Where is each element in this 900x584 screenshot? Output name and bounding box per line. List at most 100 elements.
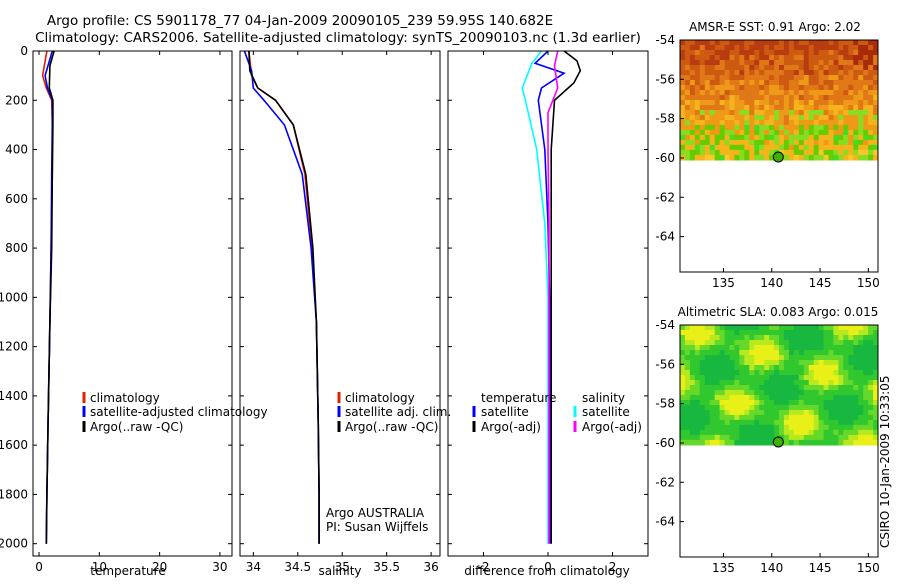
- sst_map-cell: [858, 110, 864, 116]
- sla_map-cell: [779, 424, 785, 431]
- sst_map-cell: [833, 70, 839, 76]
- sla_map-cell: [774, 340, 780, 346]
- sla_map-cell: [838, 330, 844, 336]
- sst_map-cell: [744, 85, 750, 91]
- sst_map-cell: [783, 65, 790, 71]
- sst_map-cell: [734, 60, 740, 66]
- temperature-axes-frame: [32, 50, 233, 557]
- sla_map-cell: [818, 429, 825, 436]
- sla_map-cell: [689, 385, 696, 391]
- sla_map-cell: [788, 360, 795, 366]
- sst_map-cell: [853, 144, 859, 151]
- sla_map-cell: [689, 410, 696, 416]
- sla_map-cell: [848, 350, 854, 356]
- sst_map-cell: [833, 115, 839, 121]
- sla_map-lat-label: -58: [655, 397, 675, 411]
- sla_map-cell: [848, 380, 854, 386]
- sst_map-cell: [709, 90, 716, 96]
- sst_map-cell: [858, 70, 864, 76]
- sla_map-cell: [853, 355, 859, 361]
- sla_map-cell: [759, 330, 765, 336]
- sst_map-cell: [774, 80, 780, 86]
- sla_map-cell: [739, 355, 745, 361]
- sla_map-cell: [714, 429, 721, 436]
- sla_map-cell: [798, 434, 805, 441]
- sla_map-cell: [680, 390, 686, 396]
- sla_map-cell: [828, 340, 834, 346]
- sla_map-cell: [873, 414, 878, 421]
- sst_map-cell: [684, 110, 691, 116]
- sla_map-cell: [873, 439, 878, 446]
- sst_map-cell: [783, 50, 790, 56]
- sst_map-cell: [833, 60, 839, 66]
- sst_map-cell: [724, 45, 731, 51]
- sst_map-cell: [803, 65, 810, 71]
- sla_map-cell: [680, 360, 686, 366]
- sla_map-cell: [754, 385, 760, 391]
- sst_map-cell: [719, 60, 726, 66]
- sla_map-cell: [704, 400, 711, 406]
- sst_map-cell: [764, 110, 770, 116]
- sla_map-cell: [853, 325, 859, 331]
- sst_map-cell: [873, 110, 878, 116]
- sla_map-cell: [818, 370, 825, 376]
- sla_map-cell: [754, 439, 760, 446]
- sla_map-cell: [714, 375, 721, 381]
- sla_map-cell: [868, 375, 874, 381]
- sst_map-cell: [724, 55, 731, 61]
- sla_map-cell: [759, 395, 765, 401]
- sla_map-cell: [709, 360, 716, 366]
- sst_map-cell: [858, 105, 864, 111]
- sla_map-cell: [724, 429, 731, 436]
- sst_map-cell: [769, 120, 775, 126]
- sst_map-cell: [833, 134, 839, 141]
- sla_map-cell: [828, 350, 834, 356]
- sla_map-cell: [873, 405, 878, 411]
- sst_map-cell: [808, 75, 815, 81]
- sla_map-cell: [769, 345, 775, 351]
- sst_map-cell: [779, 70, 785, 76]
- sla_map-cell: [858, 335, 864, 341]
- sst_map-cell: [793, 115, 800, 121]
- sla_map-cell: [699, 380, 706, 386]
- sst_map-cell: [774, 110, 780, 116]
- sst_map-cell: [709, 144, 716, 151]
- sst_map-cell: [699, 149, 706, 156]
- sla_map-cell: [764, 390, 770, 396]
- sst_map-cell: [813, 70, 820, 76]
- sla_map-cell: [724, 380, 731, 386]
- sla_map-cell: [838, 325, 844, 331]
- sst_map-cell: [779, 65, 785, 71]
- sst_map-cell: [709, 100, 716, 106]
- sla_map-cell: [719, 434, 726, 441]
- sst_map-cell: [803, 154, 810, 161]
- salinity-xtick-label: 35: [335, 560, 350, 574]
- sla_map-cell: [853, 360, 859, 366]
- sst_map-cell: [808, 45, 815, 51]
- sla_map-cell: [729, 365, 735, 371]
- sst_map-cell: [719, 80, 726, 86]
- sst_map-cell: [813, 100, 820, 106]
- sla_map-cell: [863, 350, 869, 356]
- sst_map-cell: [694, 154, 701, 161]
- sst_map-cell: [843, 75, 849, 81]
- sla_map-cell: [779, 380, 785, 386]
- sst_map-cell: [680, 149, 686, 156]
- sst_map-cell: [724, 125, 731, 131]
- sst_map-cell: [774, 129, 780, 136]
- sla_map-cell: [838, 355, 844, 361]
- legend-label-argo: Argo(..raw -QC): [345, 420, 438, 434]
- sla_map-cell: [828, 434, 834, 441]
- sla_map-cell: [704, 370, 711, 376]
- sst_map-cell: [704, 50, 711, 56]
- sst_map-cell: [848, 149, 854, 156]
- sla_map-cell: [828, 370, 834, 376]
- sst_map-cell: [788, 55, 795, 61]
- sst_map-cell: [729, 75, 735, 81]
- sla_map-cell: [749, 380, 755, 386]
- sst_map-cell: [828, 129, 834, 136]
- sst_map-cell: [754, 154, 760, 161]
- sla_map-cell: [779, 414, 785, 421]
- sla_map-cell: [843, 360, 849, 366]
